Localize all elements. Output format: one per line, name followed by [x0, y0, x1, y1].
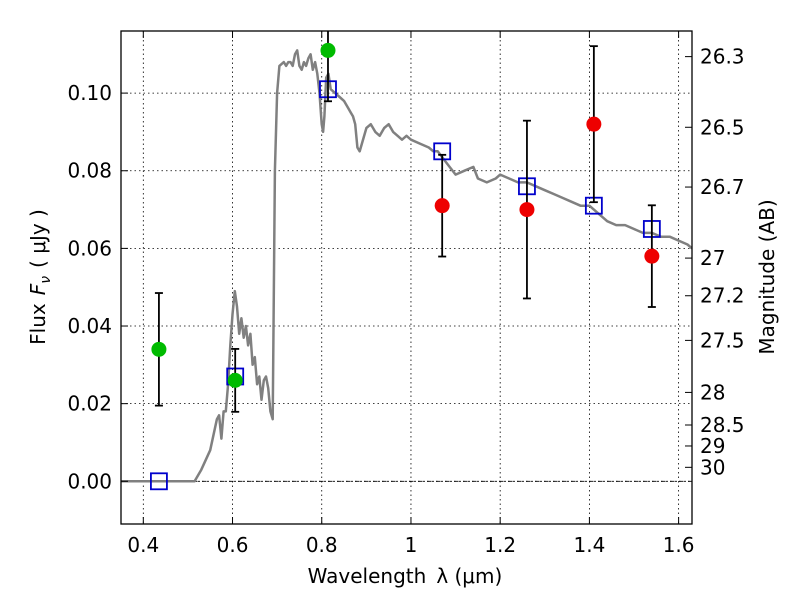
x-tick-label: 0.8	[306, 533, 338, 557]
axis-ticks	[121, 31, 692, 524]
observed-point-green	[227, 372, 243, 388]
y2-tick-label: 27.2	[700, 284, 745, 308]
observed-point-green	[151, 341, 167, 357]
y-tick-labels: 0.00 0.02 0.04 0.06 0.08 0.10	[67, 81, 112, 493]
y-axis-units: ( μJy )	[26, 209, 50, 268]
y-tick-label: 0.02	[67, 392, 112, 416]
x-axis-label: Wavelength	[308, 564, 427, 588]
y-tick-label: 0.00	[67, 469, 112, 493]
x-axis-title: Wavelength λ (μm)	[308, 564, 503, 588]
y-tick-label: 0.04	[67, 314, 112, 338]
x-tick-label: 0.6	[217, 533, 249, 557]
y2-tick-label: 27	[700, 246, 725, 270]
model-photometry-square	[150, 472, 168, 491]
y-tick-label: 0.06	[67, 236, 112, 260]
y2-tick-label: 28.5	[700, 413, 745, 437]
y2-tick-label: 26.3	[700, 45, 745, 69]
x-tick-labels: 0.4 0.6 0.8 1 1.2 1.4 1.6	[127, 533, 694, 557]
observed-point-red	[519, 202, 535, 218]
grid	[121, 31, 692, 524]
y2-tick-label: 26.7	[700, 175, 745, 199]
observed-point-red	[434, 198, 450, 214]
plot-frame	[120, 30, 693, 525]
y-axis-subscript: ν	[38, 276, 54, 284]
x-tick-label: 1	[405, 533, 418, 557]
x-tick-label: 1.2	[484, 533, 516, 557]
x-tick-label: 1.6	[663, 533, 695, 557]
y2-axis-title: Magnitude (AB)	[755, 199, 779, 354]
x-tick-label: 1.4	[573, 533, 605, 557]
y-axis-label: Flux	[26, 303, 50, 345]
y2-tick-label: 27.5	[700, 328, 745, 352]
observed-point-green	[320, 42, 336, 58]
y-axis-title: Flux Fν ( μJy )	[26, 209, 54, 345]
observed-point-red	[586, 116, 602, 132]
y2-tick-label: 29	[700, 434, 725, 458]
x-tick-label: 0.4	[127, 533, 159, 557]
y2-tick-label: 30	[700, 455, 725, 479]
y-axis-symbol: F	[26, 283, 50, 295]
sed-template-line	[121, 49, 692, 483]
observed-point-red	[644, 248, 660, 264]
y-tick-label: 0.10	[67, 81, 112, 105]
y2-tick-label: 26.5	[700, 115, 745, 139]
x-axis-unit: λ (μm)	[436, 564, 502, 588]
y2-tick-label: 28	[700, 380, 725, 404]
data-layer	[121, 31, 692, 491]
y-tick-label: 0.08	[67, 159, 112, 183]
